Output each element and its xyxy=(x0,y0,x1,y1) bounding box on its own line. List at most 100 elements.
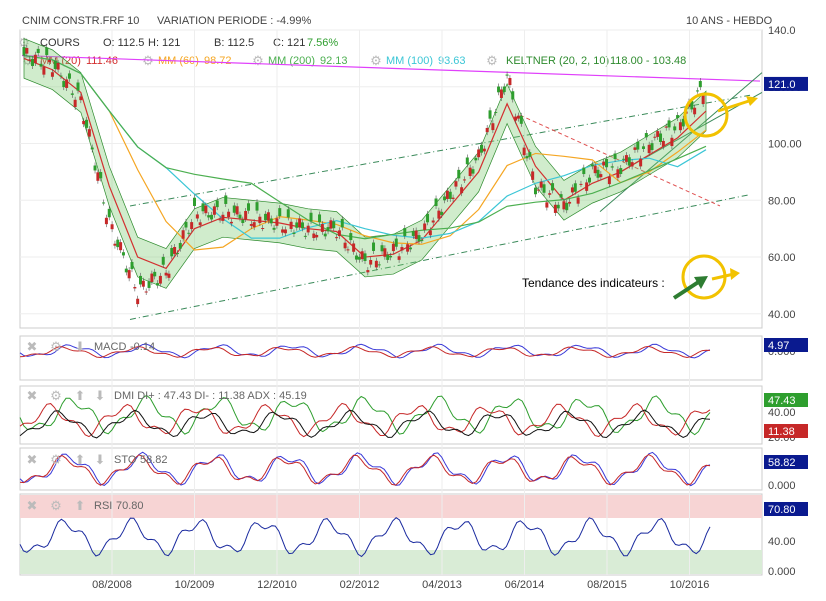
candle-body xyxy=(28,59,32,61)
close-icon[interactable]: ✖ xyxy=(26,339,38,354)
chart-axes: 08/2008 10/2009 12/2010 02/2012 04/2013 06/20… xyxy=(92,25,808,591)
candle-body xyxy=(244,211,248,220)
candle-body xyxy=(363,253,367,262)
candle-body xyxy=(246,203,250,211)
quote-change: 7.56% xyxy=(307,37,339,49)
macd-line xyxy=(19,343,711,359)
candle-body xyxy=(62,81,66,88)
arrow-up-icon[interactable]: ⬆ xyxy=(74,498,86,513)
candle-body xyxy=(53,60,57,70)
candle-body xyxy=(457,169,461,179)
candle-body xyxy=(423,223,427,230)
candle-body xyxy=(590,164,594,167)
candle-body xyxy=(633,147,637,150)
x-tick-label: 06/2014 xyxy=(505,579,545,591)
candle-body xyxy=(607,176,611,185)
candle-body xyxy=(153,271,157,277)
candle-body xyxy=(175,253,179,255)
candle-body xyxy=(411,230,415,236)
candle-body xyxy=(485,127,489,133)
candle-body xyxy=(551,183,555,191)
candle-body xyxy=(653,136,657,138)
arrow-down-icon[interactable]: ⬇ xyxy=(94,452,106,467)
keltner-band xyxy=(23,37,707,289)
candle-body xyxy=(428,230,432,236)
candle-body xyxy=(587,177,591,183)
candle-body xyxy=(190,222,194,230)
panel-axis-label: 0.000 xyxy=(768,566,796,578)
y-tick-label: 140.0 xyxy=(768,25,796,37)
candle-body xyxy=(332,221,336,229)
quote-close: C: 121 xyxy=(273,37,306,49)
gear-icon[interactable]: ⚙ xyxy=(50,452,62,467)
candle-body xyxy=(215,200,219,208)
gear-icon[interactable]: ⚙ xyxy=(50,498,62,513)
gear-icon[interactable]: ⚙ xyxy=(50,339,62,354)
candle-body xyxy=(573,183,577,192)
candle-body xyxy=(644,133,648,138)
candle-body xyxy=(158,275,162,284)
candle-body xyxy=(266,212,270,221)
dmi-minus-line xyxy=(19,402,711,438)
candle-body xyxy=(565,202,569,211)
candle-body xyxy=(636,141,640,150)
overlay-mm100-value: 93.63 xyxy=(438,55,466,67)
overlay-keltner-label: KELTNER (20, 2, 10) xyxy=(506,55,610,67)
macd-signal-line xyxy=(19,345,711,359)
arrow-down-icon[interactable]: ⬇ xyxy=(94,388,106,403)
candle-body xyxy=(374,260,378,268)
candle-body xyxy=(249,224,253,226)
trend-arrow xyxy=(717,98,753,113)
candle-body xyxy=(585,182,589,191)
candle-body xyxy=(241,219,245,223)
candle-body xyxy=(599,174,603,178)
close-icon[interactable]: ✖ xyxy=(26,452,38,467)
candle-body xyxy=(391,243,395,252)
candle-body xyxy=(212,206,216,215)
gear-icon[interactable]: ⚙ xyxy=(252,53,264,68)
arrow-up-icon[interactable]: ⬆ xyxy=(74,388,86,403)
gear-icon[interactable]: ⚙ xyxy=(50,388,62,403)
rsi-overbought-zone xyxy=(20,495,762,518)
candle-body xyxy=(434,198,438,207)
candle-body xyxy=(48,59,52,63)
candle-body xyxy=(372,242,376,251)
close-icon[interactable]: ✖ xyxy=(26,498,38,513)
x-tick-label: 08/2015 xyxy=(587,579,627,591)
candle-body xyxy=(624,155,628,162)
overlay-mm100-label: MM (100) xyxy=(386,55,434,67)
close-icon[interactable]: ✖ xyxy=(26,388,38,403)
candle-body xyxy=(693,107,697,115)
sto-d-line xyxy=(19,454,711,486)
candle-body xyxy=(570,187,574,193)
candle-body xyxy=(227,211,231,217)
arrow-down-icon[interactable]: ⬇ xyxy=(74,339,86,354)
candle-body xyxy=(76,82,80,91)
candle-body xyxy=(173,247,177,254)
x-tick-label: 04/2013 xyxy=(422,579,462,591)
candle-body xyxy=(639,158,643,167)
gear-icon[interactable]: ⚙ xyxy=(486,53,498,68)
candle-body xyxy=(426,213,430,223)
candle-body xyxy=(281,229,285,233)
candle-body xyxy=(50,72,54,77)
x-tick-label: 02/2012 xyxy=(340,579,380,591)
candle-body xyxy=(605,159,609,168)
panel-axis-label: 40.00 xyxy=(768,536,796,548)
candle-body xyxy=(79,96,83,101)
macd-value: -0.14 xyxy=(130,341,156,353)
x-tick-label: 12/2010 xyxy=(257,579,297,591)
candle-body xyxy=(45,47,49,56)
candle-body xyxy=(690,100,694,110)
candle-body xyxy=(93,165,97,171)
candle-body xyxy=(641,146,645,149)
candle-body xyxy=(522,147,526,156)
panel-value-tag xyxy=(764,455,808,469)
dmi-label: DMI DI+ : 47.43 DI- : 11.38 ADX : 45.19 xyxy=(114,390,307,402)
arrow-up-icon[interactable]: ⬆ xyxy=(74,452,86,467)
candle-body xyxy=(147,281,151,288)
candle-body xyxy=(505,74,509,76)
panel-frame xyxy=(19,385,763,445)
gear-icon[interactable]: ⚙ xyxy=(370,53,382,68)
